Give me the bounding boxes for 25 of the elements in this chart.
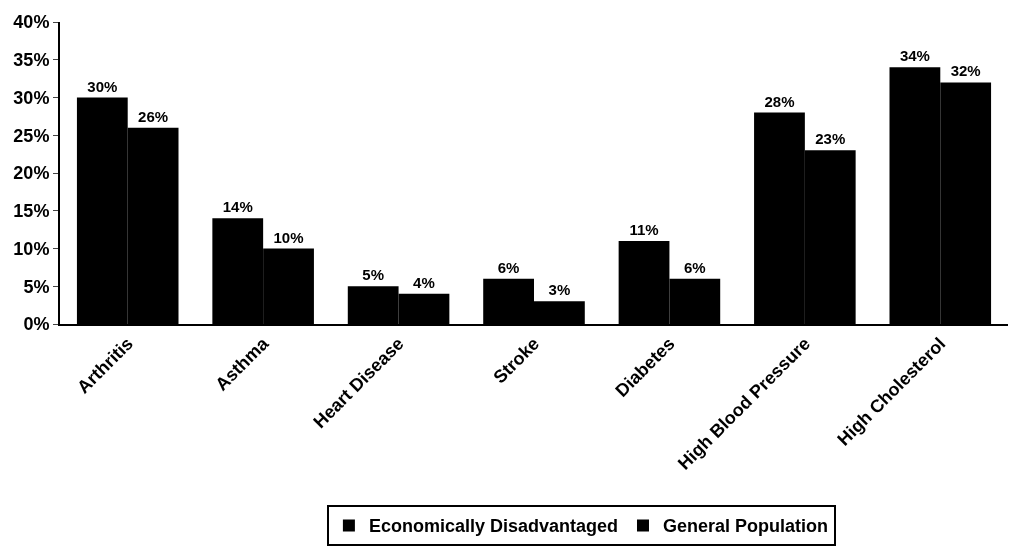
data-label: 28%: [764, 92, 795, 110]
data-label: 10%: [273, 228, 304, 246]
data-label: 4%: [413, 273, 435, 291]
y-tick-label: 25%: [13, 125, 50, 146]
y-tick-label: 15%: [13, 201, 50, 222]
data-label: 32%: [950, 62, 981, 80]
data-label: 6%: [683, 258, 706, 276]
data-label: 5%: [362, 266, 385, 284]
y-tick-label: 0%: [23, 314, 50, 335]
y-tick-label: 35%: [13, 50, 50, 71]
data-label: 23%: [815, 130, 846, 148]
legend-label: Economically Disadvantaged: [368, 516, 618, 537]
data-label: 34%: [899, 47, 930, 65]
y-tick-label: 30%: [13, 87, 50, 108]
data-label: 30%: [87, 77, 118, 95]
y-tick-label: 5%: [23, 276, 50, 297]
data-label: 26%: [138, 107, 169, 125]
data-label: 14%: [222, 198, 253, 216]
legend-label: General Population: [662, 516, 829, 537]
data-label: 3%: [548, 281, 571, 299]
y-tick-label: 10%: [13, 238, 50, 259]
data-label: 11%: [629, 220, 659, 238]
y-tick-label: 40%: [13, 12, 50, 33]
y-tick-label: 20%: [13, 163, 50, 184]
data-label: 6%: [497, 258, 520, 276]
